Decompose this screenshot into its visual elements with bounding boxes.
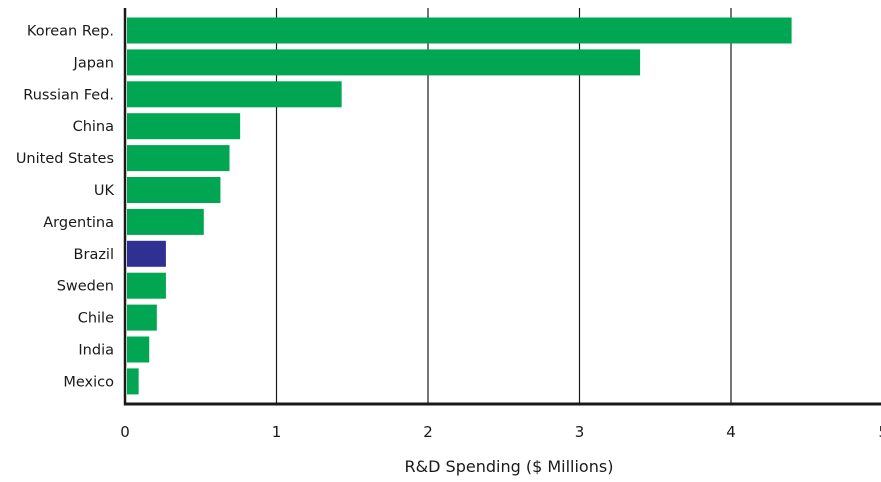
category-label-russian-fed: Russian Fed.: [23, 87, 114, 103]
bar-brazil: [127, 240, 166, 267]
x-axis-title: R&D Spending ($ Millions): [405, 457, 614, 476]
bar-argentina: [127, 208, 204, 235]
bar-united-states: [127, 145, 230, 172]
bar-russian-fed: [127, 81, 342, 108]
x-tick-label-1: 1: [272, 423, 282, 441]
bar-mexico: [127, 368, 139, 395]
x-tick-label-3: 3: [575, 423, 585, 441]
category-label-korean-rep: Korean Rep.: [27, 24, 114, 40]
category-label-united-states: United States: [16, 151, 114, 167]
bar-china: [127, 113, 241, 140]
bar-india: [127, 336, 150, 363]
x-tick-label-0: 0: [120, 423, 130, 441]
category-label-china: China: [73, 119, 114, 135]
x-tick-labels: 0 1 2 3 4 5: [120, 423, 881, 441]
category-label-india: India: [78, 343, 114, 359]
bar-sweden: [127, 272, 166, 299]
category-label-argentina: Argentina: [43, 215, 114, 231]
bar-korean-rep: [127, 17, 792, 44]
x-tick-label-5: 5: [879, 423, 881, 441]
x-tick-label-2: 2: [423, 423, 433, 441]
x-tick-label-4: 4: [726, 423, 736, 441]
bar-chile: [127, 304, 157, 331]
category-label-sweden: Sweden: [57, 279, 114, 295]
bar-uk: [127, 177, 221, 203]
axes: [123, 8, 881, 406]
category-label-japan: Japan: [73, 55, 114, 71]
category-labels: Korean Rep. Japan Russian Fed. China United …: [16, 24, 115, 391]
category-label-brazil: Brazil: [74, 247, 114, 263]
category-label-chile: Chile: [78, 311, 114, 327]
category-label-uk: UK: [94, 183, 115, 199]
bars: [127, 17, 792, 395]
category-label-mexico: Mexico: [63, 374, 114, 390]
bar-japan: [127, 49, 641, 76]
